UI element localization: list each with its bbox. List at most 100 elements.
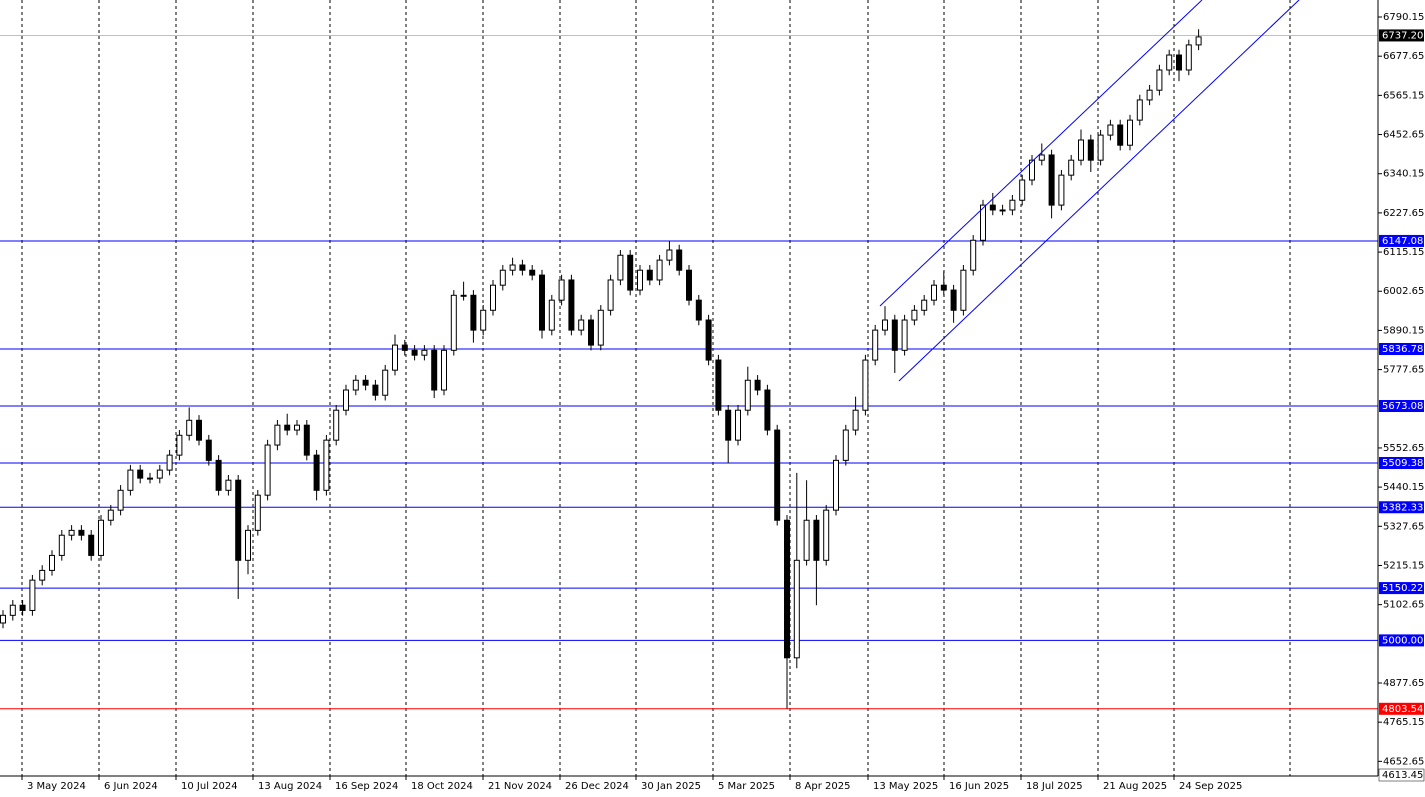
candle-body — [882, 319, 888, 331]
candle-body — [1087, 139, 1094, 161]
candle-body — [1058, 174, 1065, 206]
candle-body — [480, 309, 487, 331]
candle-body — [833, 459, 839, 511]
x-tick-label: 18 Oct 2024 — [411, 781, 473, 792]
candle-body — [911, 309, 918, 321]
level-line-box — [1379, 582, 1424, 595]
candle-body — [294, 424, 300, 431]
y-tick-label: 4652.65 — [1383, 756, 1424, 767]
candle-body — [588, 319, 594, 346]
candle-body — [303, 424, 310, 456]
level-line-box — [1379, 400, 1424, 413]
candle-body — [382, 369, 389, 396]
y-tick-label: 6677.65 — [1383, 51, 1424, 62]
level-line-label: 5509.38 — [1382, 458, 1423, 469]
level-line-box — [1379, 501, 1424, 514]
candle-body — [940, 284, 947, 291]
level-line-label: 5000.00 — [1382, 635, 1423, 646]
candle-body — [401, 344, 408, 351]
level-line-box — [1379, 457, 1424, 470]
x-tick-label: 26 Dec 2024 — [565, 781, 629, 792]
candle-body — [1048, 154, 1055, 206]
x-tick-label: 24 Sep 2025 — [1179, 781, 1242, 792]
channel-upper — [879, 0, 1203, 307]
candle-body — [441, 349, 447, 391]
level-line-label: 5382.33 — [1382, 502, 1423, 513]
x-tick-label: 16 Jun 2025 — [949, 781, 1009, 792]
candle-body — [921, 299, 928, 311]
candle-body — [343, 389, 349, 411]
level-line-label: 5836.78 — [1382, 344, 1423, 355]
candle-body — [695, 299, 702, 321]
x-tick-label: 10 Jul 2024 — [181, 781, 238, 792]
candle-body — [686, 269, 692, 301]
candle-body — [215, 459, 222, 491]
candle-body — [627, 254, 634, 291]
x-tick-label: 21 Nov 2024 — [488, 781, 552, 792]
candle-body — [1078, 139, 1084, 161]
candle-body — [19, 604, 26, 611]
y-tick-label: 6790.15 — [1383, 12, 1424, 23]
y-tick-label: 4765.15 — [1383, 717, 1424, 728]
candle-body — [784, 519, 790, 659]
candle-body — [539, 274, 545, 331]
candle-body — [1185, 44, 1192, 71]
y-tick-label: 4877.65 — [1383, 678, 1424, 689]
candle-body — [617, 254, 624, 281]
candle-body — [1176, 54, 1182, 71]
candle-body — [705, 319, 712, 361]
axes: 6790.15 6677.65 6565.15 6452.65 6340.15 6227.… — [21, 12, 1424, 792]
x-tick-label: 13 May 2025 — [873, 781, 938, 792]
candle-body — [58, 534, 65, 556]
candle-body — [68, 529, 75, 536]
candle-body — [872, 329, 879, 361]
candle-body — [597, 309, 604, 346]
candle-body — [519, 264, 526, 271]
candle-body — [656, 259, 663, 281]
candle-body — [78, 529, 85, 536]
candle-body — [548, 299, 555, 331]
candle-body — [137, 469, 144, 479]
axis-min-label: 4613.45 — [1382, 770, 1423, 781]
y-tick-label: 5440.15 — [1383, 482, 1424, 493]
candle-body — [842, 429, 849, 461]
candles — [0, 29, 1202, 709]
y-tick-label: 6452.65 — [1383, 130, 1424, 141]
candle-body — [313, 454, 320, 491]
candle-body — [1029, 159, 1035, 181]
candle-body — [607, 279, 614, 311]
level-line-label: 5150.22 — [1382, 583, 1423, 594]
candle-body — [39, 569, 46, 581]
candle-body — [1146, 89, 1153, 101]
candle-body — [852, 409, 859, 431]
candle-body — [333, 409, 340, 441]
candle-body — [1117, 124, 1124, 146]
candle-body — [715, 359, 722, 411]
level-line-label: 5673.08 — [1382, 401, 1423, 412]
candle-body — [392, 344, 398, 371]
candle-body — [421, 349, 428, 356]
candle-body — [127, 469, 134, 491]
candle-body — [1097, 134, 1104, 161]
level-line-box — [1379, 234, 1424, 247]
candle-body — [1127, 119, 1133, 146]
y-tick-label: 6340.15 — [1383, 169, 1424, 180]
y-tick-label: 6565.15 — [1383, 90, 1424, 101]
candle-body — [323, 439, 330, 491]
candle-body — [637, 269, 643, 291]
candle-body — [803, 519, 810, 561]
candle-body — [970, 239, 977, 271]
candle-body — [568, 279, 575, 331]
candle-body — [186, 419, 193, 436]
candle-body — [676, 249, 683, 271]
x-tick-label: 21 Aug 2025 — [1103, 781, 1167, 792]
candle-body — [49, 554, 55, 571]
candle-body — [156, 469, 163, 479]
candle-body — [499, 269, 506, 286]
candle-body — [578, 319, 585, 331]
candle-body — [725, 409, 732, 441]
x-tick-label: 6 Jun 2024 — [104, 781, 158, 792]
candle-body — [372, 384, 379, 396]
candle-body — [176, 434, 183, 456]
candle-body — [254, 494, 261, 531]
